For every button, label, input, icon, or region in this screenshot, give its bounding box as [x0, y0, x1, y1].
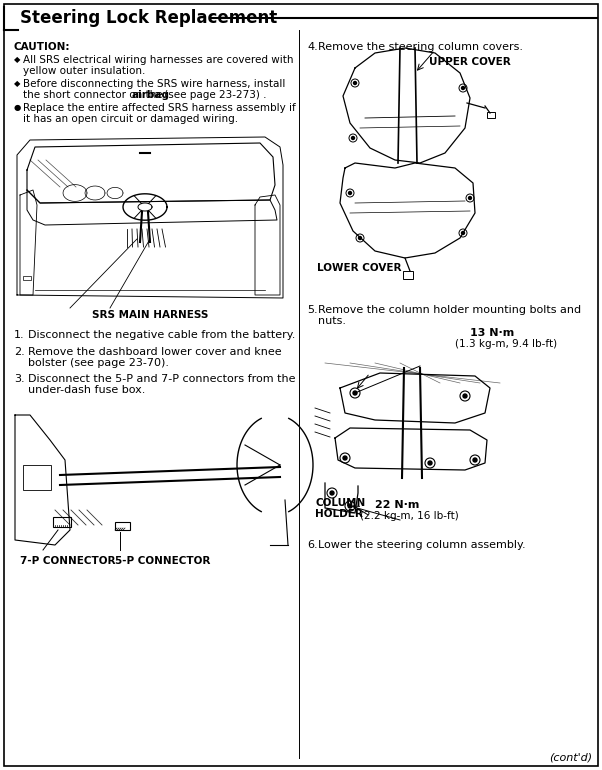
Text: HOLDER: HOLDER: [315, 509, 363, 519]
Text: ●: ●: [14, 103, 21, 112]
Text: (cont'd): (cont'd): [549, 752, 592, 762]
Text: 6.: 6.: [307, 540, 318, 550]
Text: UPPER COVER: UPPER COVER: [429, 57, 511, 67]
Text: 5-P CONNECTOR: 5-P CONNECTOR: [115, 556, 210, 566]
Text: Disconnect the 5-P and 7-P connectors from the: Disconnect the 5-P and 7-P connectors fr…: [28, 374, 296, 384]
Text: CAUTION:: CAUTION:: [14, 42, 70, 52]
Circle shape: [349, 192, 352, 195]
Text: Lower the steering column assembly.: Lower the steering column assembly.: [318, 540, 526, 550]
Text: COLUMN: COLUMN: [315, 498, 365, 508]
Circle shape: [343, 456, 347, 460]
Text: Steering Lock Replacement: Steering Lock Replacement: [20, 9, 278, 27]
Text: ◆: ◆: [14, 79, 20, 88]
Bar: [115, 522, 130, 530]
Text: ◆: ◆: [14, 55, 20, 64]
Text: All SRS electrical wiring harnesses are covered with: All SRS electrical wiring harnesses are …: [23, 55, 294, 65]
Text: airbag: airbag: [132, 90, 170, 100]
Text: SRS MAIN HARNESS: SRS MAIN HARNESS: [92, 310, 208, 320]
Circle shape: [353, 82, 356, 85]
Bar: [403, 271, 413, 279]
Bar: [53, 517, 71, 527]
Text: (see page 23-273) .: (see page 23-273) .: [161, 90, 267, 100]
Text: 3.: 3.: [14, 374, 25, 384]
Circle shape: [463, 394, 467, 398]
Text: Remove the steering column covers.: Remove the steering column covers.: [318, 42, 523, 52]
Bar: [23, 465, 51, 490]
Text: Remove the dashboard lower cover and knee: Remove the dashboard lower cover and kne…: [28, 347, 282, 357]
Bar: [23, 276, 31, 280]
Text: Remove the column holder mounting bolts and: Remove the column holder mounting bolts …: [318, 305, 581, 315]
Circle shape: [468, 196, 471, 199]
Text: yellow outer insulation.: yellow outer insulation.: [23, 66, 145, 76]
Text: Disconnect the negative cable from the battery.: Disconnect the negative cable from the b…: [28, 330, 296, 340]
Text: 13 N·m: 13 N·m: [470, 328, 514, 338]
Circle shape: [353, 391, 357, 395]
Text: 22 N·m: 22 N·m: [375, 500, 420, 510]
Text: 7-P CONNECTOR: 7-P CONNECTOR: [20, 556, 116, 566]
Circle shape: [473, 458, 477, 462]
Text: 5.: 5.: [307, 305, 318, 315]
Text: 4.: 4.: [307, 42, 318, 52]
Text: the short connector on the: the short connector on the: [23, 90, 166, 100]
Bar: [487, 112, 495, 118]
Text: under-dash fuse box.: under-dash fuse box.: [28, 385, 145, 395]
Text: bolster (see page 23-70).: bolster (see page 23-70).: [28, 358, 169, 368]
Circle shape: [428, 461, 432, 465]
Text: Before disconnecting the SRS wire harness, install: Before disconnecting the SRS wire harnes…: [23, 79, 285, 89]
Text: 2.: 2.: [14, 347, 25, 357]
Circle shape: [330, 491, 334, 495]
Text: it has an open circuit or damaged wiring.: it has an open circuit or damaged wiring…: [23, 114, 238, 124]
Circle shape: [462, 86, 465, 89]
Circle shape: [352, 136, 355, 139]
Circle shape: [348, 504, 352, 508]
Text: LOWER COVER: LOWER COVER: [317, 263, 402, 273]
Text: 1.: 1.: [14, 330, 25, 340]
Circle shape: [462, 232, 465, 235]
Circle shape: [359, 236, 361, 239]
Text: (1.3 kg-m, 9.4 lb-ft): (1.3 kg-m, 9.4 lb-ft): [455, 339, 557, 349]
Text: nuts.: nuts.: [318, 316, 346, 326]
Text: Replace the entire affected SRS harness assembly if: Replace the entire affected SRS harness …: [23, 103, 296, 113]
Text: (2.2 kg-m, 16 lb-ft): (2.2 kg-m, 16 lb-ft): [360, 511, 459, 521]
